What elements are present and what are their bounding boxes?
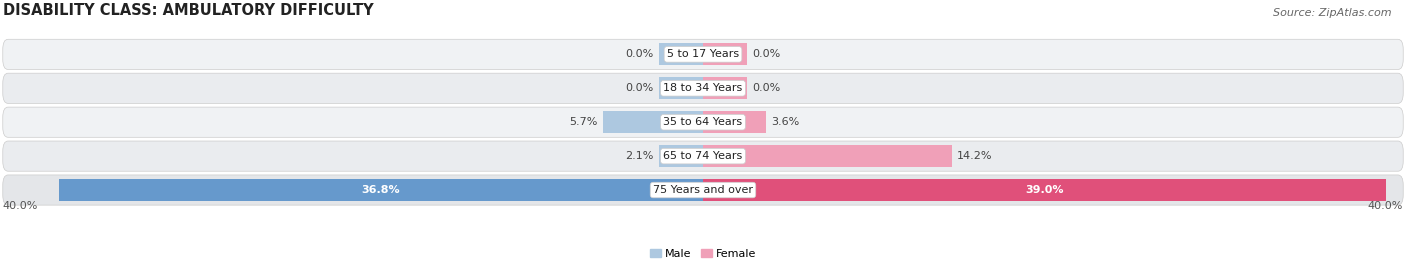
Bar (703, 145, 952, 167)
Bar (703, 43, 747, 65)
Text: 14.2%: 14.2% (957, 151, 993, 161)
Text: 75 Years and over: 75 Years and over (652, 185, 754, 195)
FancyBboxPatch shape (3, 39, 1403, 69)
Text: 40.0%: 40.0% (3, 201, 38, 211)
Text: 5.7%: 5.7% (569, 117, 598, 127)
FancyBboxPatch shape (3, 73, 1403, 103)
Text: 65 to 74 Years: 65 to 74 Years (664, 151, 742, 161)
Text: 39.0%: 39.0% (1025, 185, 1063, 195)
Text: Source: ZipAtlas.com: Source: ZipAtlas.com (1274, 8, 1392, 18)
Text: 18 to 34 Years: 18 to 34 Years (664, 83, 742, 93)
Bar (59, 179, 703, 201)
Text: 2.1%: 2.1% (626, 151, 654, 161)
Bar (659, 145, 703, 167)
Bar (703, 111, 766, 133)
Text: 5 to 17 Years: 5 to 17 Years (666, 49, 740, 59)
FancyBboxPatch shape (3, 107, 1403, 137)
Text: 36.8%: 36.8% (361, 185, 401, 195)
Text: 3.6%: 3.6% (772, 117, 800, 127)
Bar (703, 179, 1386, 201)
Legend: Male, Female: Male, Female (645, 244, 761, 263)
Text: 0.0%: 0.0% (626, 49, 654, 59)
Text: 40.0%: 40.0% (1368, 201, 1403, 211)
Text: 0.0%: 0.0% (626, 83, 654, 93)
Text: DISABILITY CLASS: AMBULATORY DIFFICULTY: DISABILITY CLASS: AMBULATORY DIFFICULTY (3, 3, 374, 18)
Bar (659, 77, 703, 99)
Text: 0.0%: 0.0% (752, 49, 780, 59)
Text: 35 to 64 Years: 35 to 64 Years (664, 117, 742, 127)
FancyBboxPatch shape (3, 141, 1403, 171)
Bar (703, 77, 747, 99)
Text: 0.0%: 0.0% (752, 83, 780, 93)
Bar (603, 111, 703, 133)
FancyBboxPatch shape (3, 175, 1403, 205)
Bar (659, 43, 703, 65)
